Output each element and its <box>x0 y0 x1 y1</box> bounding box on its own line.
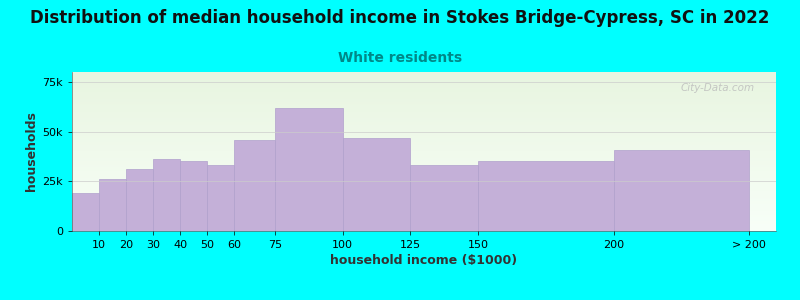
Bar <box>180 161 207 231</box>
Bar <box>154 159 180 231</box>
Bar <box>234 140 275 231</box>
Bar <box>126 169 154 231</box>
Text: White residents: White residents <box>338 51 462 65</box>
Y-axis label: households: households <box>25 112 38 191</box>
Bar <box>614 149 749 231</box>
Bar <box>99 179 126 231</box>
Bar <box>342 138 410 231</box>
Text: Distribution of median household income in Stokes Bridge-Cypress, SC in 2022: Distribution of median household income … <box>30 9 770 27</box>
Bar <box>72 193 99 231</box>
X-axis label: household income ($1000): household income ($1000) <box>330 254 518 267</box>
Bar <box>478 161 614 231</box>
Bar <box>207 165 234 231</box>
Bar <box>410 165 478 231</box>
Bar <box>275 108 342 231</box>
Text: City-Data.com: City-Data.com <box>681 83 755 93</box>
